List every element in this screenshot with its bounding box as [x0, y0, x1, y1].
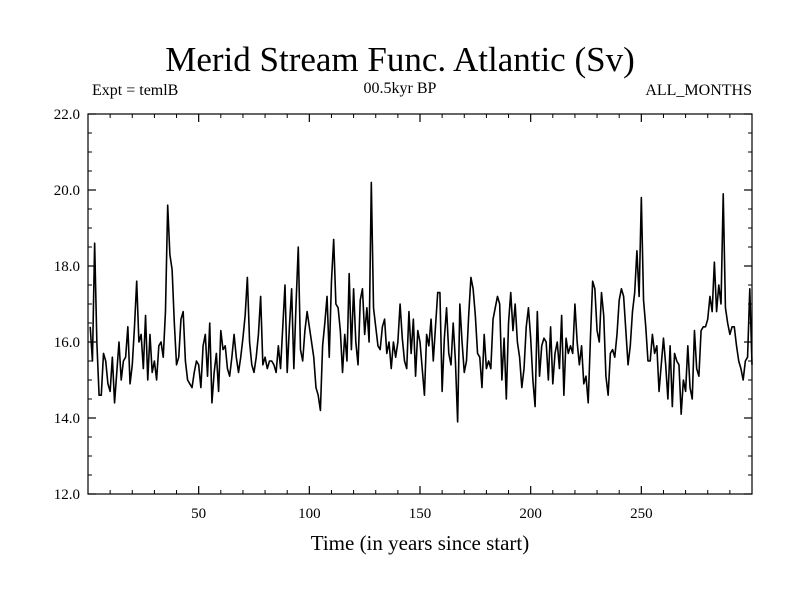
y-tick-label: 12.0: [54, 487, 80, 503]
period-label: 00.5kyr BP: [363, 80, 437, 97]
y-tick-label: 22.0: [54, 107, 80, 123]
experiment-label: Expt = temlB: [92, 82, 179, 99]
x-tick-label: 150: [409, 506, 432, 522]
y-tick-label: 20.0: [54, 183, 80, 199]
x-tick-label: 50: [191, 506, 206, 522]
x-axis: 50 100 150 200 250: [109, 114, 731, 522]
x-tick-label: 250: [630, 506, 653, 522]
plot-frame: [87, 113, 753, 495]
x-axis-label: Time (in years since start): [311, 531, 530, 555]
y-tick-label: 18.0: [54, 259, 80, 275]
y-axis: 12.0 14.0 16.0 18.0 20.0 22.0: [54, 107, 752, 503]
months-label: ALL_MONTHS: [645, 82, 752, 99]
x-tick-label: 200: [519, 506, 542, 522]
x-tick-label: 100: [298, 506, 321, 522]
y-tick-label: 16.0: [54, 335, 80, 351]
y-tick-label: 14.0: [54, 411, 80, 427]
chart-title: Merid Stream Func. Atlantic (Sv): [165, 40, 635, 79]
series-line: [89, 181, 753, 423]
